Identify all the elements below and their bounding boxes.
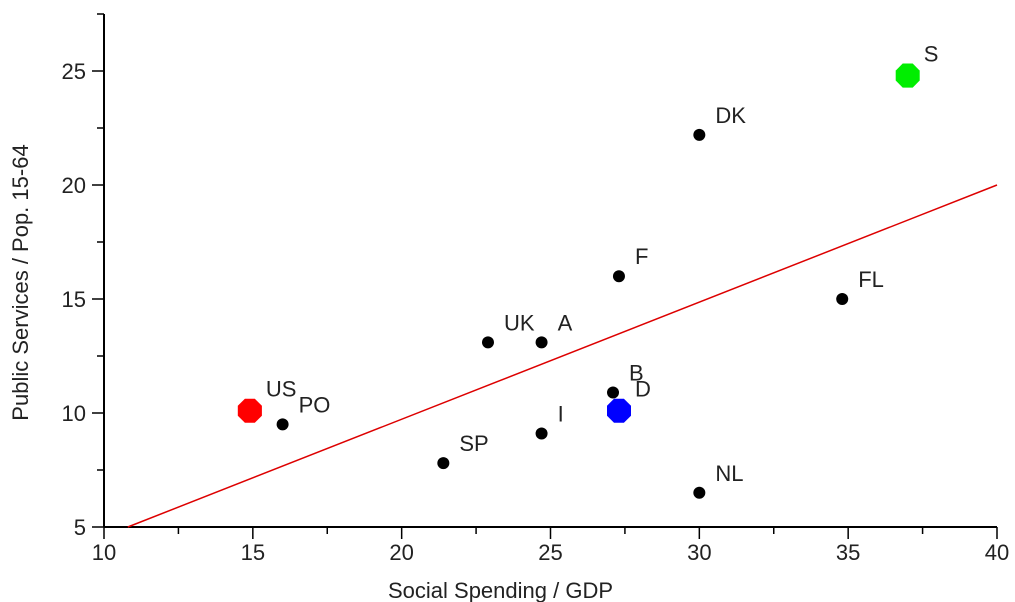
point-uk: [481, 336, 494, 349]
y-tick-label: 10: [62, 401, 86, 426]
point-label-f: F: [635, 244, 648, 269]
x-tick-label: 15: [241, 540, 265, 565]
point-label-po: PO: [299, 392, 331, 417]
point-b: [607, 386, 620, 399]
point-label-dk: DK: [715, 103, 746, 128]
point-nl: [693, 486, 706, 499]
x-tick-label: 25: [538, 540, 562, 565]
point-label-a: A: [558, 310, 573, 335]
y-tick-label: 20: [62, 173, 86, 198]
point-us: [237, 398, 262, 423]
y-ticks: 5 10 15 20 25: [62, 13, 104, 540]
point-label-s: S: [924, 42, 939, 67]
point-d: [607, 398, 631, 423]
y-axis-title: Public Services / Pop. 15-64: [8, 144, 33, 420]
point-label-us: US: [266, 377, 297, 402]
point-po: [276, 418, 289, 431]
point-s: [895, 63, 920, 88]
point-label-fl: FL: [858, 267, 884, 292]
point-fl: [836, 293, 849, 305]
x-axis-title: Social Spending / GDP: [388, 578, 613, 602]
point-label-sp: SP: [459, 431, 488, 456]
point-a: [535, 336, 548, 349]
point-i: [535, 427, 548, 440]
x-tick-label: 10: [92, 540, 116, 565]
x-tick-label: 35: [836, 540, 860, 565]
point-label-uk: UK: [504, 310, 535, 335]
y-tick-label: 5: [74, 515, 86, 540]
point-label-nl: NL: [715, 461, 743, 486]
x-ticks: 10 15 20 25 30 35 40: [92, 527, 1009, 565]
x-tick-label: 40: [985, 540, 1009, 565]
trend-line: [127, 184, 998, 528]
point-sp: [437, 457, 450, 470]
y-tick-label: 25: [62, 59, 86, 84]
point-dk: [693, 128, 706, 141]
x-tick-label: 30: [687, 540, 711, 565]
point-f: [612, 270, 625, 283]
point-label-b: B: [629, 360, 644, 385]
x-tick-label: 20: [389, 540, 413, 565]
point-label-d: D: [635, 377, 651, 402]
y-tick-label: 15: [62, 287, 86, 312]
point-label-i: I: [558, 402, 564, 427]
